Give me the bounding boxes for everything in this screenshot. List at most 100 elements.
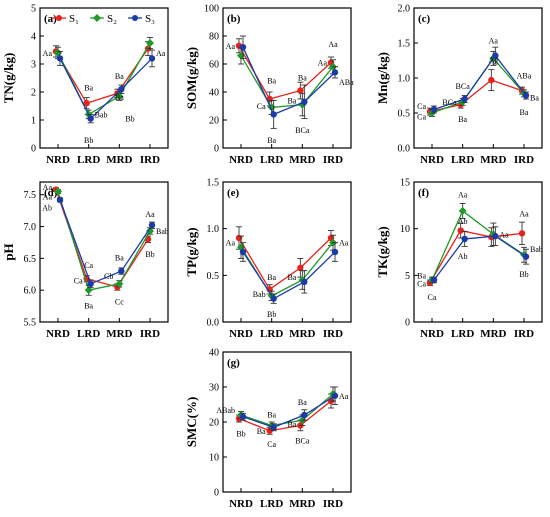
series-line [433, 54, 527, 111]
panel-label: (e) [227, 187, 240, 199]
x-tick-label: MRD [289, 498, 315, 510]
series-line [238, 400, 332, 432]
significance-label: BCa [295, 126, 310, 135]
data-point [301, 411, 308, 419]
significance-label: Ca [417, 102, 426, 111]
data-point [492, 232, 499, 240]
significance-label: Bb [84, 136, 93, 145]
significance-label: Ba [298, 74, 307, 83]
y-tick-label: 0.5 [398, 109, 411, 120]
panel-label: (b) [227, 13, 241, 25]
significance-label: Ca [257, 102, 266, 111]
x-tick-label: LRD [451, 328, 474, 340]
significance-label: Ba [115, 72, 124, 81]
series-line [55, 48, 149, 104]
x-tick-label: IRD [140, 328, 160, 340]
data-point [115, 279, 124, 288]
data-point [430, 106, 438, 113]
data-point [461, 235, 468, 243]
significance-label: Ba [287, 420, 296, 429]
legend-marker [56, 15, 62, 21]
data-point [331, 69, 339, 76]
data-point [488, 76, 495, 84]
y-tick-label: 1.5 [398, 39, 411, 50]
significance-label: Ca [417, 280, 426, 289]
x-tick-label: LRD [77, 328, 100, 340]
y-tick-label: 40 [209, 348, 219, 359]
significance-label: BCa [456, 82, 471, 91]
significance-label: Bb [236, 429, 245, 438]
data-point [118, 267, 125, 275]
significance-label: Ba [417, 271, 426, 280]
significance-label: ABab [216, 406, 235, 415]
y-tick-label: 6.5 [24, 254, 37, 265]
significance-label: Bab [156, 227, 169, 236]
y-tick-label: 20 [209, 116, 219, 127]
data-point [331, 248, 339, 256]
y-tick-label: 10 [400, 224, 410, 235]
y-tick-label: 5.5 [24, 318, 37, 329]
x-tick-label: IRD [323, 498, 343, 510]
y-tick-label: 10 [209, 453, 219, 464]
y-tick-label: 40 [209, 88, 219, 99]
significance-label: Ba [530, 94, 539, 103]
legend: S₁ S₂ S₃ [52, 13, 155, 25]
data-point [56, 55, 64, 62]
significance-label: Aa [226, 42, 236, 51]
y-axis-label: TN(g/kg) [1, 53, 16, 104]
series-line [55, 189, 149, 288]
significance-label: Ba [298, 398, 307, 407]
y-tick-label: 0 [405, 318, 410, 329]
legend-label: S₂ [107, 13, 117, 25]
x-tick-label: LRD [260, 328, 283, 340]
x-tick-label: IRD [514, 328, 534, 340]
legend-marker [132, 15, 138, 21]
significance-label: BCa [295, 436, 310, 445]
significance-label: Ba [115, 93, 124, 102]
significance-label: Aa [43, 193, 53, 202]
significance-label: Ba [520, 108, 529, 117]
plot-frame [413, 181, 543, 323]
y-tick-label: 0 [214, 488, 219, 499]
y-tick-label: 0 [31, 144, 36, 155]
plot-frame [39, 7, 169, 149]
significance-label: Ca [267, 440, 276, 449]
legend-label: S₃ [145, 13, 155, 25]
x-tick-label: NRD [420, 328, 444, 340]
x-tick-label: NRD [46, 328, 70, 340]
significance-label: Bb [125, 115, 134, 124]
x-tick-label: MRD [106, 328, 132, 340]
series-line [429, 79, 523, 113]
y-tick-label: 5 [405, 271, 410, 282]
y-tick-label: 1.0 [207, 224, 220, 235]
series-line [238, 45, 332, 100]
x-tick-label: LRD [77, 154, 100, 166]
significance-label: Ba [458, 115, 467, 124]
y-tick-label: 7.0 [24, 222, 37, 233]
y-tick-label: 15 [400, 178, 410, 189]
y-tick-label: 1 [31, 116, 36, 127]
x-tick-label: IRD [323, 154, 343, 166]
panel-2: 0 20 40 60 80 100 NRD LRD MRD IRD SOM(g/kg) (b) Aa Ba… [184, 4, 354, 167]
panel-1: 0 1 2 3 4 5 NRD LRD MRD IRD TN(g/kg) (a) Aa Ba Bab Bb Ba… [1, 4, 169, 166]
data-point [239, 248, 247, 256]
x-tick-label: NRD [420, 154, 444, 166]
significance-label: Bb [267, 310, 276, 319]
x-tick-label: LRD [260, 154, 283, 166]
y-tick-label: 6.0 [24, 286, 37, 297]
data-point [518, 230, 526, 237]
panel-label: (f) [418, 187, 429, 199]
significance-label: ABa [339, 78, 354, 87]
x-tick-label: MRD [480, 154, 506, 166]
y-tick-label: 0.0 [207, 318, 220, 329]
significance-label: Cc [115, 297, 124, 306]
significance-label: Aa [328, 40, 338, 49]
y-tick-label: 2.0 [398, 4, 411, 15]
y-tick-label: 5 [31, 4, 36, 15]
significance-label: Ca [417, 113, 426, 122]
series-line [59, 57, 153, 120]
data-point [83, 100, 90, 107]
data-point [492, 52, 499, 59]
